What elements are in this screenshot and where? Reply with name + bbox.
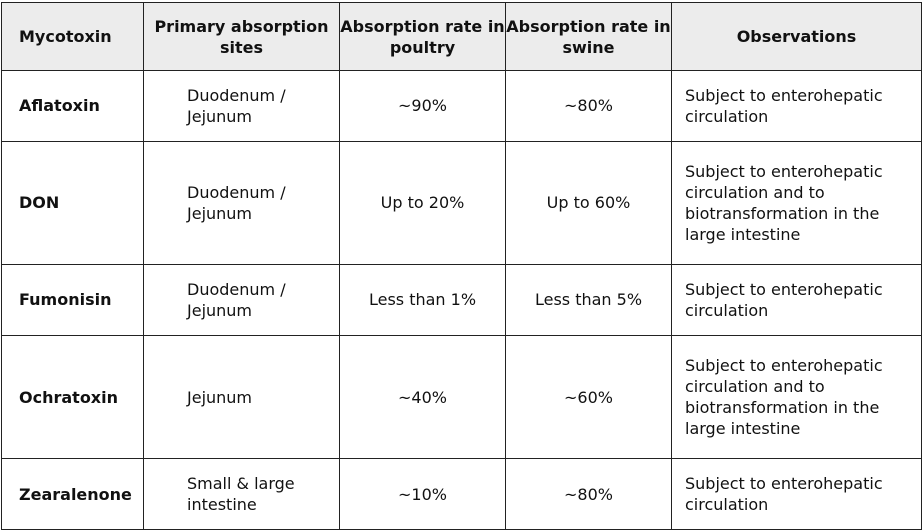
sites-cell: Duodenum / Jejunum <box>143 264 340 336</box>
observations-cell: Subject to enterohepatic circulation and… <box>671 334 922 460</box>
swine-rate-cell: ~80% <box>505 458 672 530</box>
swine-rate-cell: ~60% <box>505 334 672 460</box>
header-absorption-rate-poultry: Absorption rate in poultry <box>339 2 506 71</box>
poultry-rate-cell: Up to 20% <box>339 140 506 266</box>
swine-rate-cell: Up to 60% <box>505 140 672 266</box>
header-observations: Observations <box>671 2 922 71</box>
mycotoxin-cell: DON <box>1 140 144 266</box>
table-row: DON Duodenum / Jejunum Up to 20% Up to 6… <box>1 140 922 266</box>
mycotoxin-cell: Ochratoxin <box>1 334 144 460</box>
observations-cell: Subject to enterohepatic circulation <box>671 458 922 530</box>
table-body: Aflatoxin Duodenum / Jejunum ~90% ~80% S… <box>1 70 922 530</box>
sites-cell: Small & large intestine <box>143 458 340 530</box>
poultry-rate-cell: Less than 1% <box>339 264 506 336</box>
observations-cell: Subject to enterohepatic circulation and… <box>671 140 922 266</box>
mycotoxin-cell: Aflatoxin <box>1 70 144 142</box>
sites-cell: Duodenum / Jejunum <box>143 70 340 142</box>
swine-rate-cell: ~80% <box>505 70 672 142</box>
header-primary-absorption-sites: Primary absorption sites <box>143 2 340 71</box>
table-header: Mycotoxin Primary absorption sites Absor… <box>1 2 922 71</box>
poultry-rate-cell: ~40% <box>339 334 506 460</box>
sites-cell: Duodenum / Jejunum <box>143 140 340 266</box>
table-row: Ochratoxin Jejunum ~40% ~60% Subject to … <box>1 334 922 460</box>
header-row: Mycotoxin Primary absorption sites Absor… <box>1 2 922 71</box>
swine-rate-cell: Less than 5% <box>505 264 672 336</box>
header-mycotoxin: Mycotoxin <box>1 2 144 71</box>
poultry-rate-cell: ~90% <box>339 70 506 142</box>
mycotoxin-cell: Zearalenone <box>1 458 144 530</box>
table-row: Aflatoxin Duodenum / Jejunum ~90% ~80% S… <box>1 70 922 142</box>
header-absorption-rate-swine: Absorption rate in swine <box>505 2 672 71</box>
sites-cell: Jejunum <box>143 334 340 460</box>
observations-cell: Subject to enterohepatic circulation <box>671 264 922 336</box>
table-row: Zearalenone Small & large intestine ~10%… <box>1 458 922 530</box>
poultry-rate-cell: ~10% <box>339 458 506 530</box>
observations-cell: Subject to enterohepatic circulation <box>671 70 922 142</box>
mycotoxin-cell: Fumonisin <box>1 264 144 336</box>
table-row: Fumonisin Duodenum / Jejunum Less than 1… <box>1 264 922 336</box>
